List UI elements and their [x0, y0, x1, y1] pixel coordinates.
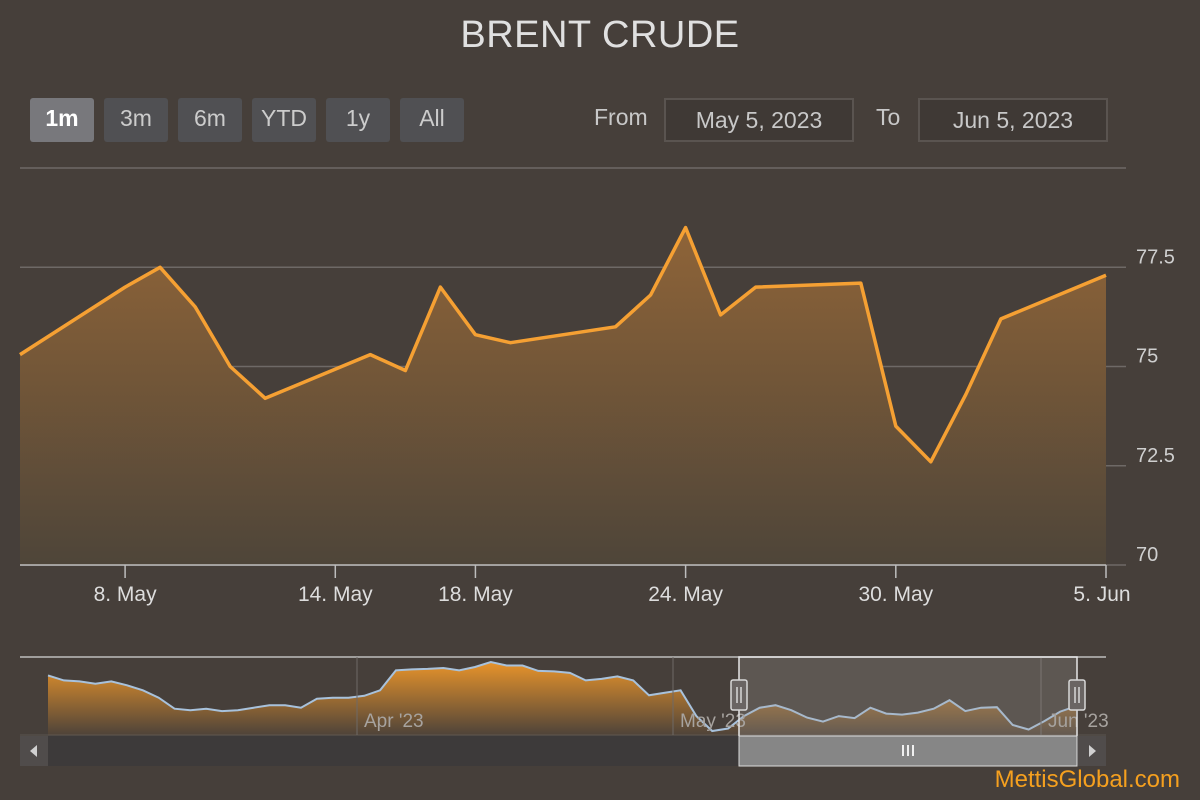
navigator-label: May '23 [680, 711, 746, 732]
x-tick-label: 24. May [648, 583, 723, 606]
chart-title: BRENT CRUDE [460, 14, 740, 56]
arrow-right-icon [1089, 745, 1096, 757]
brand-watermark[interactable]: MettisGlobal.com [994, 766, 1180, 793]
data-point[interactable] [1099, 268, 1113, 282]
data-point[interactable] [118, 280, 132, 294]
data-point[interactable] [959, 387, 973, 401]
scrollbar-right-button[interactable] [1078, 736, 1106, 766]
y-tick-label: 77.5 [1136, 246, 1175, 268]
navigator-right-handle[interactable] [1068, 679, 1086, 711]
price-area [20, 227, 1106, 565]
from-date-input[interactable]: May 5, 2023 [664, 98, 854, 142]
to-label: To [876, 104, 901, 130]
x-tick-label: 30. May [858, 583, 933, 606]
range-button-1m[interactable]: 1m [30, 98, 94, 142]
data-point[interactable] [889, 419, 903, 433]
range-button-all[interactable]: All [400, 98, 464, 142]
x-tick-label: 14. May [298, 583, 373, 606]
y-tick-label: 72.5 [1136, 445, 1175, 467]
range-button-3m[interactable]: 3m [104, 98, 168, 142]
navigator-line [47, 660, 1077, 733]
data-point[interactable] [398, 364, 412, 378]
data-point[interactable] [223, 360, 237, 374]
to-date-input[interactable]: Jun 5, 2023 [918, 98, 1108, 142]
data-point[interactable] [153, 260, 167, 274]
x-tick-label: 18. May [438, 583, 513, 606]
data-point[interactable] [679, 221, 693, 235]
data-point[interactable] [854, 276, 868, 290]
data-point[interactable] [433, 280, 447, 294]
x-tick-label: 8. May [94, 583, 158, 606]
navigator-label: Apr '23 [364, 711, 424, 732]
arrow-left-icon [30, 745, 37, 757]
data-point[interactable] [994, 312, 1008, 326]
y-tick-label: 75 [1136, 346, 1158, 368]
x-tick-label: 5. Jun [1073, 583, 1130, 606]
data-point[interactable] [924, 455, 938, 469]
scrollbar-thumb[interactable] [738, 735, 1078, 767]
data-point[interactable] [363, 348, 377, 362]
data-point[interactable] [188, 300, 202, 314]
from-label: From [594, 104, 648, 130]
navigator-left-handle[interactable] [730, 679, 748, 711]
range-button-6m[interactable]: 6m [178, 98, 242, 142]
navigator-label: Jun '23 [1048, 711, 1109, 732]
price-line [19, 225, 1107, 464]
navigator-area [48, 662, 1076, 735]
data-point[interactable] [468, 328, 482, 342]
data-point[interactable] [714, 308, 728, 322]
data-point[interactable] [13, 348, 27, 362]
data-point[interactable] [644, 288, 658, 302]
data-point[interactable] [258, 391, 272, 405]
handle-body[interactable] [730, 679, 748, 711]
data-point[interactable] [749, 280, 763, 294]
handle-body[interactable] [1068, 679, 1086, 711]
range-button-1y[interactable]: 1y [326, 98, 390, 142]
data-point[interactable] [504, 336, 518, 350]
y-tick-label: 70 [1136, 544, 1158, 566]
range-button-ytd[interactable]: YTD [252, 98, 316, 142]
data-point[interactable] [609, 320, 623, 334]
scrollbar-left-button[interactable] [20, 736, 48, 766]
